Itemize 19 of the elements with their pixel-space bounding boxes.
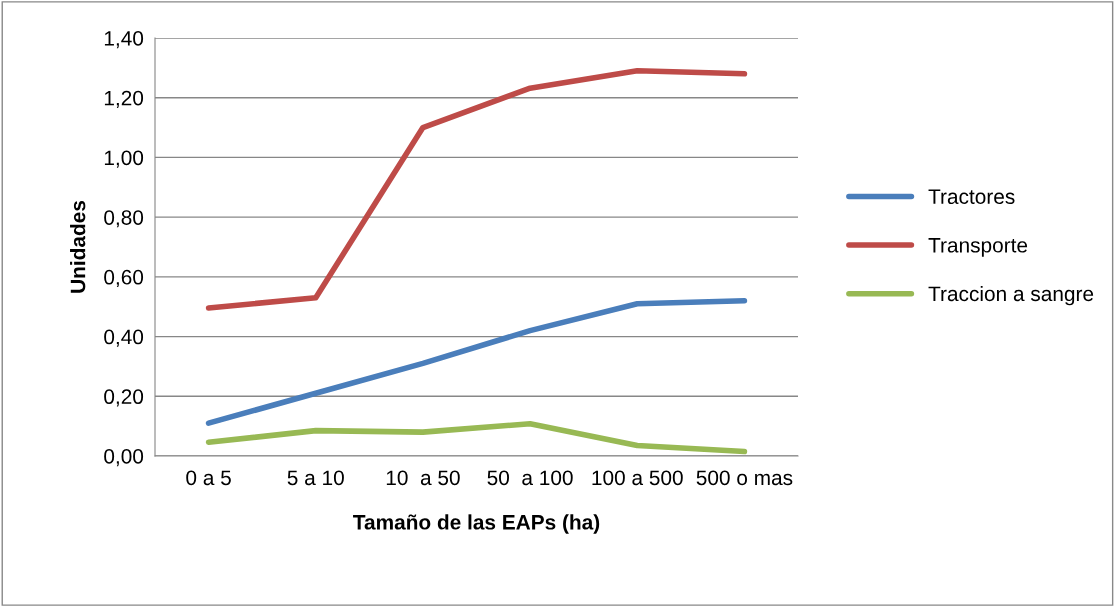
y-tick-label: 0,20 xyxy=(104,389,144,407)
y-tick-label: 0,40 xyxy=(104,329,144,347)
y-tick-label: 0,60 xyxy=(104,269,144,288)
y-tick-label: 0,00 xyxy=(104,449,144,467)
x-tick-label: 50 a 100 xyxy=(487,470,573,486)
y-tick-label: 0,80 xyxy=(104,210,144,228)
legend-label: Traccion a sangre xyxy=(928,285,1094,306)
legend-label: Transporte xyxy=(928,238,1028,257)
x-tick-label: 100 a 500 xyxy=(592,470,683,486)
x-axis-title: Tamaño de las EAPs (ha) xyxy=(353,514,600,534)
x-tick-label: 5 a 10 xyxy=(287,470,344,486)
x-tick-label: 0 a 5 xyxy=(186,470,231,486)
y-tick-label: 1,40 xyxy=(104,31,144,49)
y-axis-title: Unidades xyxy=(70,200,86,293)
y-tick-label: 1,20 xyxy=(104,90,144,108)
x-tick-label: 10 a 50 xyxy=(386,470,460,486)
x-tick-label: 500 o mas xyxy=(696,470,793,486)
legend-label: Tractores xyxy=(928,189,1015,205)
y-tick-label: 1,00 xyxy=(104,150,144,168)
